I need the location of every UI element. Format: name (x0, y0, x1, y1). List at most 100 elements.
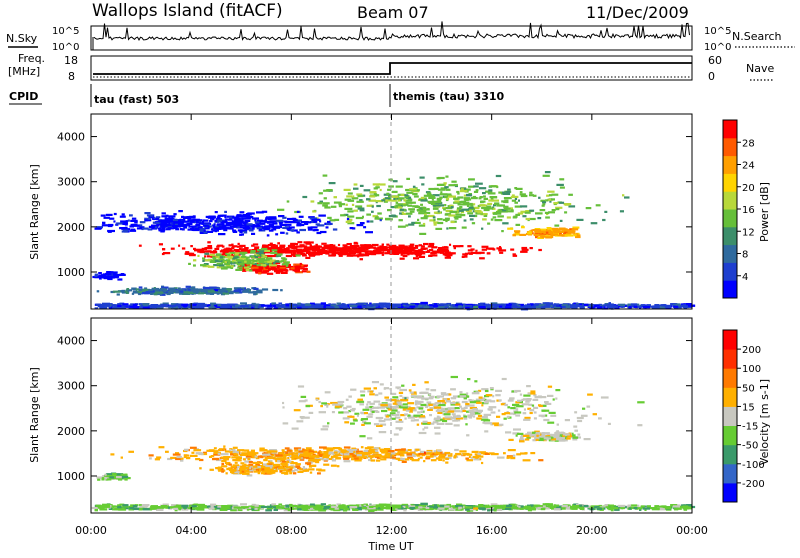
heatmap-cell (530, 390, 535, 392)
heatmap-cell (510, 249, 514, 251)
heatmap-cell (426, 388, 430, 390)
power-heatmap (92, 171, 695, 310)
heatmap-cell (161, 219, 168, 221)
heatmap-cell (553, 398, 555, 400)
heatmap-cell (482, 249, 487, 251)
heatmap-cell (529, 210, 534, 212)
heatmap-cell (293, 249, 298, 251)
heatmap-cell (358, 247, 365, 249)
heatmap-cell (514, 230, 520, 232)
heatmap-cell (264, 250, 270, 252)
heatmap-cell (369, 451, 375, 453)
heatmap-cell (518, 200, 520, 202)
heatmap-cell (354, 413, 359, 415)
heatmap-cell (356, 401, 364, 403)
heatmap-cell (423, 209, 425, 211)
heatmap-cell (400, 406, 408, 408)
y-tick-label: 3000 (57, 176, 85, 189)
heatmap-cell (494, 203, 499, 205)
heatmap-cell (367, 401, 371, 403)
heatmap-cell (277, 305, 281, 307)
heatmap-cell (158, 229, 164, 231)
heatmap-cell (133, 225, 140, 227)
heatmap-cell (286, 232, 289, 234)
heatmap-cell (270, 252, 277, 254)
heatmap-cell (223, 456, 230, 458)
heatmap-cell (337, 403, 343, 405)
heatmap-cell (188, 219, 195, 221)
heatmap-cell (203, 287, 210, 289)
heatmap-cell (297, 457, 302, 459)
heatmap-cell (431, 459, 437, 461)
heatmap-cell (221, 453, 229, 455)
heatmap-cell (440, 457, 446, 459)
heatmap-cell (414, 419, 419, 421)
heatmap-cell (475, 250, 477, 252)
heatmap-cell (384, 388, 386, 390)
heatmap-cell (288, 453, 291, 455)
heatmap-cell (289, 226, 295, 228)
heatmap-cell (438, 177, 445, 179)
heatmap-cell (193, 259, 196, 261)
heatmap-cell (525, 401, 530, 403)
heatmap-cell (376, 205, 381, 207)
heatmap-cell (453, 245, 460, 247)
heatmap-cell (547, 227, 552, 229)
heatmap-cell (539, 405, 543, 407)
heatmap-cell (534, 417, 537, 419)
heatmap-cell (437, 306, 445, 308)
heatmap-cell (249, 269, 252, 271)
heatmap-cell (465, 423, 467, 425)
heatmap-cell (552, 209, 556, 211)
heatmap-cell (308, 229, 313, 231)
heatmap-cell (326, 306, 334, 308)
heatmap-cell (426, 456, 434, 458)
heatmap-cell (427, 422, 431, 424)
heatmap-cell (326, 189, 332, 191)
heatmap-cell (331, 206, 336, 208)
heatmap-cell (473, 456, 479, 458)
heatmap-cell (501, 230, 504, 232)
heatmap-cell (317, 202, 322, 204)
heatmap-cell (574, 411, 577, 413)
heatmap-cell (423, 306, 429, 308)
heatmap-cell (108, 224, 113, 226)
heatmap-cell (433, 421, 437, 423)
heatmap-cell (239, 245, 245, 247)
heatmap-cell (391, 246, 398, 248)
heatmap-cell (152, 218, 159, 220)
heatmap-cell (371, 211, 374, 213)
heatmap-cell (513, 216, 517, 218)
heatmap-cell (101, 215, 106, 217)
heatmap-cell (459, 450, 466, 452)
heatmap-cell (214, 248, 219, 250)
heatmap-cell (395, 417, 401, 419)
heatmap-cell (163, 252, 170, 254)
heatmap-cell (558, 228, 564, 230)
heatmap-cell (346, 221, 352, 223)
heatmap-cell (238, 243, 240, 245)
heatmap-cell (305, 304, 311, 306)
heatmap-cell (418, 249, 422, 251)
heatmap-cell (552, 194, 559, 196)
heatmap-cell (322, 458, 329, 460)
heatmap-cell (399, 395, 402, 397)
heatmap-cell (440, 191, 442, 193)
colorbar-segment (723, 262, 737, 280)
heatmap-cell (338, 244, 340, 246)
heatmap-cell (467, 212, 473, 214)
heatmap-cell (107, 230, 115, 232)
heatmap-cell (358, 208, 365, 210)
heatmap-cell (216, 253, 222, 255)
heatmap-cell (297, 303, 301, 305)
heatmap-cell (480, 196, 483, 198)
heatmap-cell (200, 305, 203, 307)
heatmap-cell (435, 432, 441, 434)
heatmap-cell (434, 418, 441, 420)
heatmap-cell (521, 399, 524, 401)
heatmap-cell (424, 381, 428, 383)
heatmap-cell (511, 196, 519, 198)
heatmap-cell (233, 447, 238, 449)
heatmap-cell (643, 306, 650, 308)
heatmap-cell (428, 245, 432, 247)
